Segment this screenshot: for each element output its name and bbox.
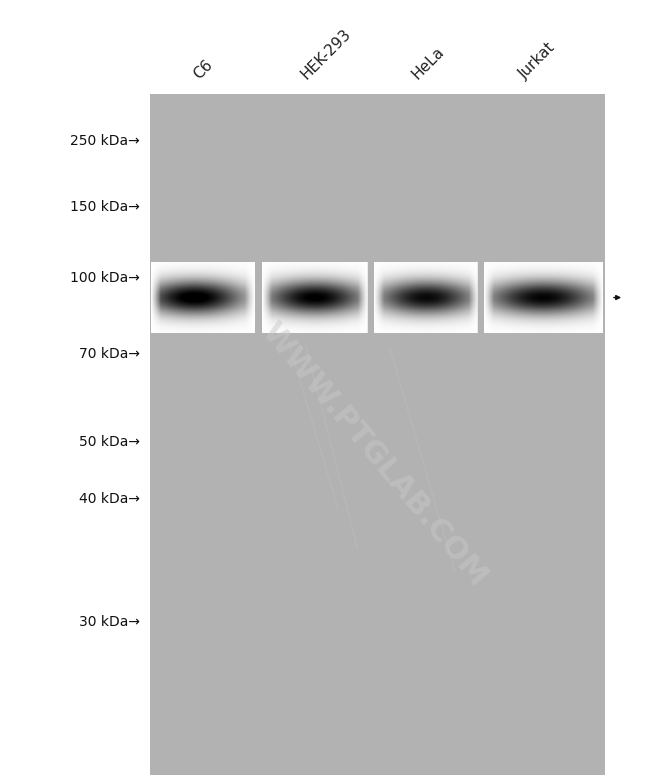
Text: 50 kDa→: 50 kDa→ (79, 435, 140, 449)
Text: HeLa: HeLa (409, 44, 447, 82)
Text: 70 kDa→: 70 kDa→ (79, 347, 140, 361)
Text: C6: C6 (191, 57, 216, 82)
Text: 40 kDa→: 40 kDa→ (79, 492, 140, 506)
Text: WWW.PTGLAB.COM: WWW.PTGLAB.COM (255, 317, 492, 591)
Bar (150, 94, 604, 775)
Text: HEK-293: HEK-293 (298, 27, 354, 82)
Text: 30 kDa→: 30 kDa→ (79, 615, 140, 630)
Text: 250 kDa→: 250 kDa→ (70, 134, 140, 148)
Text: 150 kDa→: 150 kDa→ (70, 200, 140, 215)
Text: 100 kDa→: 100 kDa→ (70, 271, 140, 285)
Text: Jurkat: Jurkat (516, 40, 558, 82)
